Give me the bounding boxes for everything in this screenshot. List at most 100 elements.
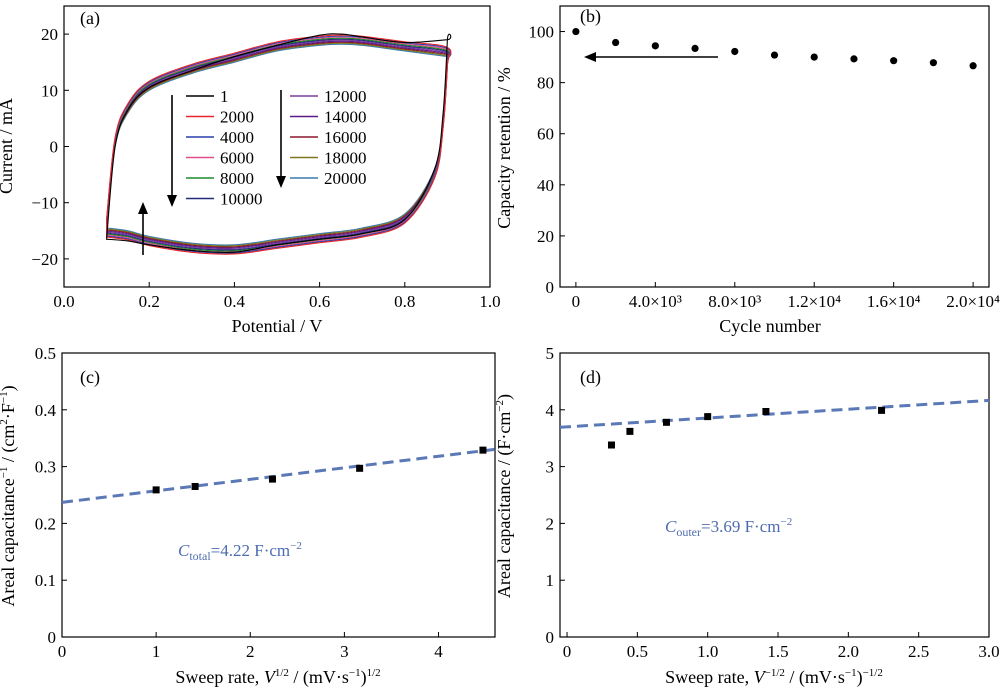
- legend-label: 18000: [324, 149, 367, 168]
- panel-a: 1200040006000800010000120001400016000180…: [0, 5, 501, 336]
- y-ticks: 0 0.1 0.2 0.3 0.4 0.5: [35, 344, 67, 647]
- fit-annotation: Ctotal=4.22 F·cm−2: [178, 540, 302, 563]
- x-tick-label: 3.0: [978, 642, 999, 661]
- y-tick-label: 80: [537, 74, 554, 93]
- x-tick-label: 1.5: [767, 642, 788, 661]
- data-point: [731, 47, 739, 56]
- x-label-part: V: [754, 667, 767, 687]
- cv-curve-2000: [106, 34, 452, 255]
- legend-label: 20000: [324, 169, 367, 188]
- data-points: [152, 446, 487, 494]
- annotation-superscript: −2: [290, 540, 302, 552]
- y-tick-label: 60: [537, 125, 554, 144]
- data-point: [572, 27, 580, 36]
- cv-curve-1: [106, 33, 452, 254]
- x-ticks: 0 1 2 3 4: [58, 632, 443, 661]
- y-tick-label: 4: [546, 401, 555, 420]
- cv-curve-16000: [106, 41, 452, 248]
- x-tick-label: 3: [340, 642, 349, 661]
- annotation-text: =4.22 F·cm: [211, 541, 290, 560]
- x-label-sup: −1: [349, 667, 361, 679]
- panel-label: (d): [580, 367, 601, 388]
- fit-line-path: [559, 398, 990, 429]
- y-label-part: ): [494, 394, 515, 400]
- data-point: [762, 408, 770, 416]
- x-tick-label: 1: [152, 642, 161, 661]
- y-tick-label: 40: [537, 176, 554, 195]
- x-tick-label: 1.0: [697, 642, 718, 661]
- y-tick-label: 2: [546, 514, 555, 533]
- y-tick-label: 0: [546, 628, 555, 647]
- y-axis-label: Areal capacitance−1 / (cm2·F−1): [0, 385, 19, 606]
- data-point: [268, 475, 276, 483]
- x-tick-label: 1.6×10⁴: [867, 292, 921, 311]
- x-ticks: 0.0 0.2 0.4 0.6 0.8 1.0: [53, 282, 501, 311]
- x-label-sup: −1: [845, 667, 857, 679]
- panel-label: (b): [580, 6, 601, 27]
- y-tick-label: 20: [41, 25, 58, 44]
- legend-label: 14000: [324, 108, 367, 127]
- x-axis-label: Sweep rate, V1/2 / (mV·s−1)1/2: [175, 667, 380, 688]
- x-label-part: Sweep rate,: [175, 667, 263, 687]
- legend: 1200040006000800010000120001400016000180…: [186, 87, 367, 209]
- y-tick-label: 20: [537, 227, 554, 246]
- data-point: [890, 57, 898, 65]
- data-point: [152, 486, 160, 494]
- x-label-part: V: [264, 667, 277, 687]
- data-point: [607, 441, 615, 449]
- fit-line-path: [61, 447, 496, 504]
- data-point: [704, 413, 712, 421]
- data-point: [969, 62, 977, 70]
- y-tick-label: −10: [31, 194, 58, 213]
- y-label-part: ): [0, 385, 19, 391]
- data-point: [810, 53, 818, 61]
- panel-b: 0 4.0×10³ 8.0×10³ 1.2×10⁴ 1.6×10⁴ 2.0×10⁴ 0 20…: [494, 5, 1000, 336]
- x-tick-label: 0: [563, 642, 572, 661]
- x-tick-label: 0.2: [139, 292, 160, 311]
- y-tick-label: 100: [529, 23, 555, 42]
- x-tick-label: 1.2×10⁴: [787, 292, 841, 311]
- x-tick-label: 8.0×10³: [708, 292, 761, 311]
- y-tick-label: 0.2: [35, 514, 56, 533]
- fit-annotation: Couter=3.69 F·cm−2: [665, 516, 792, 539]
- legend-label: 12000: [324, 87, 367, 106]
- x-label-sup: 1/2: [367, 667, 381, 679]
- y-axis-label: Areal capacitance / (F·cm−2): [494, 394, 515, 598]
- x-tick-label: 0: [58, 642, 67, 661]
- panel-label: (c): [80, 367, 100, 388]
- y-label-part: ·F: [0, 403, 18, 419]
- data-point: [878, 406, 886, 414]
- x-tick-label: 4.0×10³: [629, 292, 682, 311]
- data-points: [607, 406, 886, 449]
- y-label-sup: 2: [0, 419, 10, 425]
- y-tick-label: 0.3: [35, 458, 56, 477]
- data-point: [770, 51, 779, 59]
- data-point: [929, 59, 937, 67]
- y-tick-label: −20: [31, 250, 58, 269]
- x-tick-label: 2.0×10⁴: [946, 292, 1000, 311]
- y-tick-label: 0.5: [35, 344, 56, 363]
- annotation-symbol: C: [178, 541, 190, 560]
- y-tick-label: 3: [546, 458, 555, 477]
- arrow-left-head: [584, 52, 596, 62]
- legend-label: 2000: [220, 108, 254, 127]
- y-tick-label: 10: [41, 81, 58, 100]
- x-tick-label: 4: [434, 642, 443, 661]
- arrow-up-head: [138, 202, 148, 214]
- retention-arrow: [584, 52, 718, 62]
- x-tick-label: 0.4: [224, 292, 246, 311]
- y-tick-label: 0: [48, 628, 57, 647]
- legend-label: 6000: [220, 149, 254, 168]
- x-tick-label: 0.5: [627, 642, 648, 661]
- panel-label: (a): [80, 8, 100, 29]
- y-tick-label: 0.4: [35, 401, 57, 420]
- data-point: [691, 44, 699, 53]
- data-points: [572, 27, 977, 70]
- x-label-sup: 1/2: [275, 667, 289, 679]
- legend-label: 8000: [220, 169, 254, 188]
- x-tick-label: 2.0: [838, 642, 859, 661]
- x-ticks: 0 0.5 1.0 1.5 2.0 2.5 3.0: [563, 632, 1000, 661]
- plot-frame: [559, 352, 990, 638]
- x-axis-label: Sweep rate, V−1/2 / (mV·s−1)−1/2: [665, 667, 883, 688]
